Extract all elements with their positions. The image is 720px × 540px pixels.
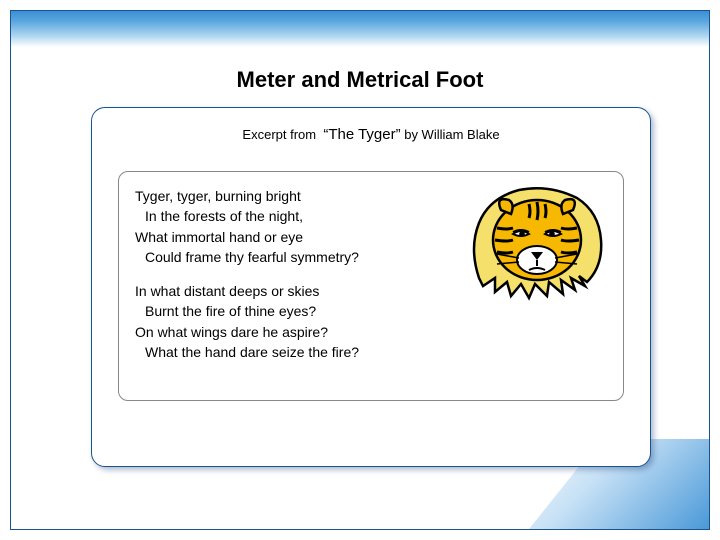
- excerpt-prefix: Excerpt from: [242, 127, 316, 142]
- poem-line: Tyger, tyger, burning bright: [135, 188, 301, 204]
- poem-line: In what distant deeps or skies: [135, 283, 319, 299]
- poem-line: What immortal hand or eye: [135, 229, 303, 245]
- slide-frame: Meter and Metrical Foot Excerpt from “Th…: [10, 10, 710, 530]
- poem-line: What the hand dare seize the fire?: [135, 342, 607, 362]
- tyger-icon: [459, 178, 609, 308]
- excerpt-line: Excerpt from “The Tyger” by William Blak…: [118, 126, 624, 143]
- poem-box: Tyger, tyger, burning bright In the fore…: [118, 171, 624, 401]
- content-card: Excerpt from “The Tyger” by William Blak…: [91, 107, 651, 467]
- work-title: “The Tyger”: [323, 126, 400, 143]
- header-gradient: [11, 11, 709, 47]
- excerpt-byline: by William Blake: [404, 127, 499, 142]
- poem-line: On what wings dare he aspire?: [135, 324, 328, 340]
- slide-title: Meter and Metrical Foot: [11, 67, 709, 93]
